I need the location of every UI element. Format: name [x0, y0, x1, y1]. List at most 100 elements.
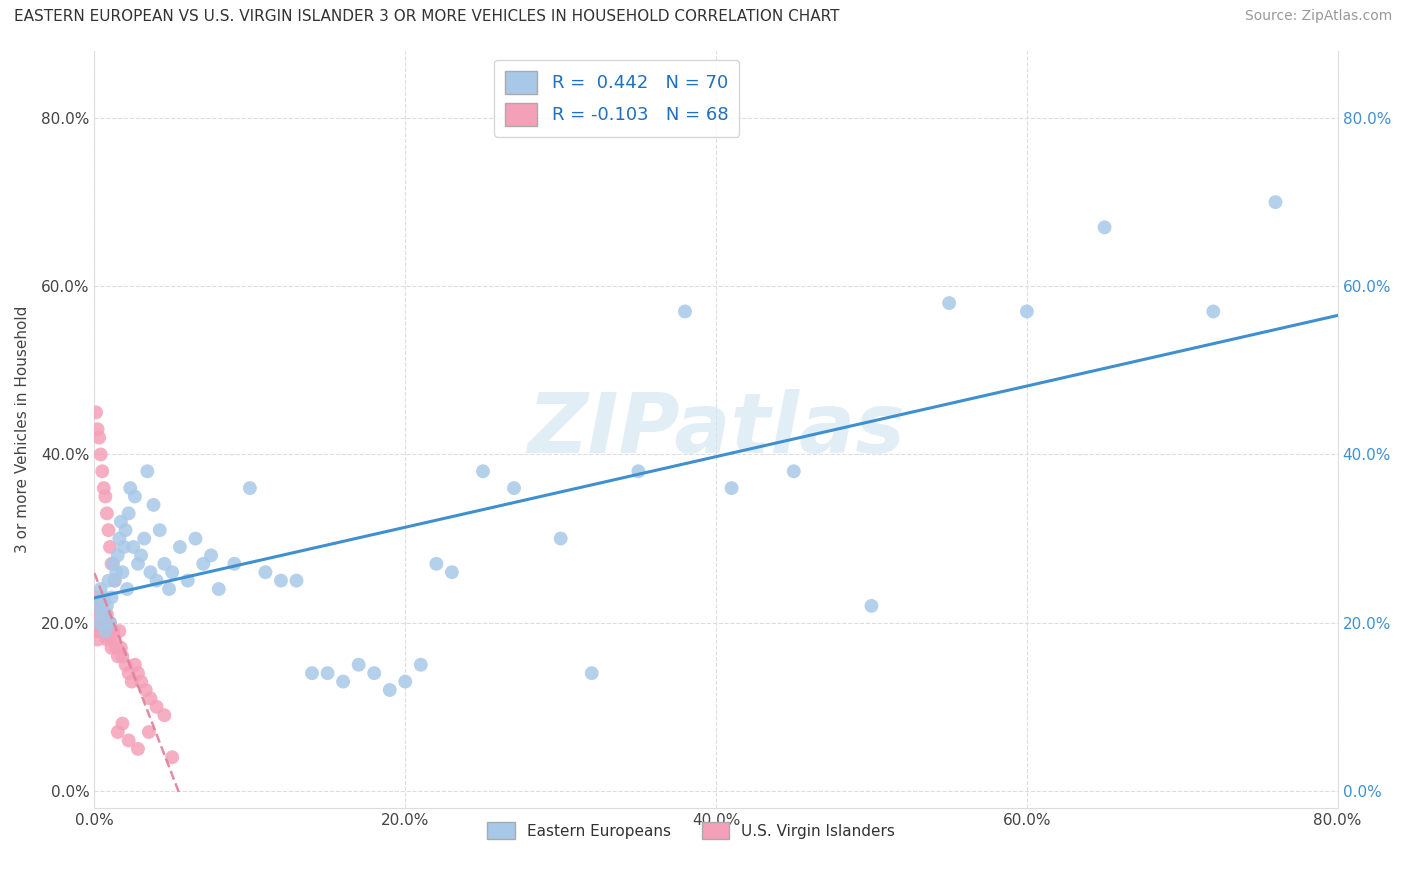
Point — [98, 615, 121, 630]
Point — [550, 532, 572, 546]
Point — [104, 574, 127, 588]
Point — [89, 615, 111, 630]
Point — [100, 640, 122, 655]
Point — [472, 464, 495, 478]
Point — [100, 557, 122, 571]
Point — [378, 683, 401, 698]
Point — [239, 481, 262, 495]
Point — [96, 599, 118, 613]
Point — [93, 591, 115, 605]
Point — [136, 464, 159, 478]
Point — [97, 523, 120, 537]
Point — [208, 582, 231, 596]
Text: ZIPatlas: ZIPatlas — [527, 389, 905, 470]
Point — [124, 490, 146, 504]
Point — [145, 699, 167, 714]
Point — [145, 574, 167, 588]
Point — [84, 405, 107, 419]
Point — [90, 615, 112, 630]
Point — [91, 464, 114, 478]
Point — [135, 683, 157, 698]
Point — [90, 607, 112, 622]
Point — [90, 447, 112, 461]
Point — [90, 624, 112, 639]
Point — [89, 599, 111, 613]
Point — [105, 640, 128, 655]
Point — [97, 615, 120, 630]
Point — [1094, 220, 1116, 235]
Point — [503, 481, 526, 495]
Point — [84, 615, 107, 630]
Point — [107, 725, 129, 739]
Point — [363, 666, 385, 681]
Point — [254, 565, 277, 579]
Point — [84, 624, 107, 639]
Point — [127, 666, 149, 681]
Point — [115, 582, 138, 596]
Point — [200, 549, 222, 563]
Point — [111, 565, 134, 579]
Point — [110, 515, 132, 529]
Point — [581, 666, 603, 681]
Point — [673, 304, 696, 318]
Point — [347, 657, 370, 672]
Point — [112, 540, 135, 554]
Point — [177, 574, 200, 588]
Point — [84, 599, 107, 613]
Point — [93, 615, 115, 630]
Point — [104, 632, 127, 647]
Point — [94, 624, 117, 639]
Point — [129, 674, 152, 689]
Point — [93, 624, 115, 639]
Point — [440, 565, 463, 579]
Point — [91, 607, 114, 622]
Point — [270, 574, 292, 588]
Point — [96, 607, 118, 622]
Point — [627, 464, 650, 478]
Point — [169, 540, 191, 554]
Point — [107, 649, 129, 664]
Point — [160, 565, 183, 579]
Point — [86, 615, 108, 630]
Point — [91, 599, 114, 613]
Y-axis label: 3 or more Vehicles in Household: 3 or more Vehicles in Household — [15, 306, 30, 553]
Point — [89, 607, 111, 622]
Point — [160, 750, 183, 764]
Legend: Eastern Europeans, U.S. Virgin Islanders: Eastern Europeans, U.S. Virgin Islanders — [481, 815, 901, 846]
Point — [783, 464, 806, 478]
Point — [98, 540, 121, 554]
Point — [93, 481, 115, 495]
Point — [409, 657, 432, 672]
Point — [153, 708, 176, 723]
Point — [114, 523, 136, 537]
Point — [111, 716, 134, 731]
Point — [139, 691, 162, 706]
Point — [86, 422, 108, 436]
Point — [224, 557, 246, 571]
Point — [938, 296, 960, 310]
Point — [193, 557, 215, 571]
Point — [97, 624, 120, 639]
Point — [129, 549, 152, 563]
Point — [86, 599, 108, 613]
Point — [84, 607, 107, 622]
Point — [96, 506, 118, 520]
Point — [127, 742, 149, 756]
Point — [101, 624, 124, 639]
Point — [93, 607, 115, 622]
Point — [425, 557, 447, 571]
Point — [118, 733, 141, 747]
Point — [91, 624, 114, 639]
Point — [86, 632, 108, 647]
Point — [184, 532, 207, 546]
Point — [86, 607, 108, 622]
Text: Source: ZipAtlas.com: Source: ZipAtlas.com — [1244, 9, 1392, 23]
Point — [720, 481, 742, 495]
Point — [134, 532, 156, 546]
Point — [127, 557, 149, 571]
Point — [332, 674, 354, 689]
Point — [89, 624, 111, 639]
Point — [108, 624, 131, 639]
Point — [1015, 304, 1038, 318]
Point — [316, 666, 339, 681]
